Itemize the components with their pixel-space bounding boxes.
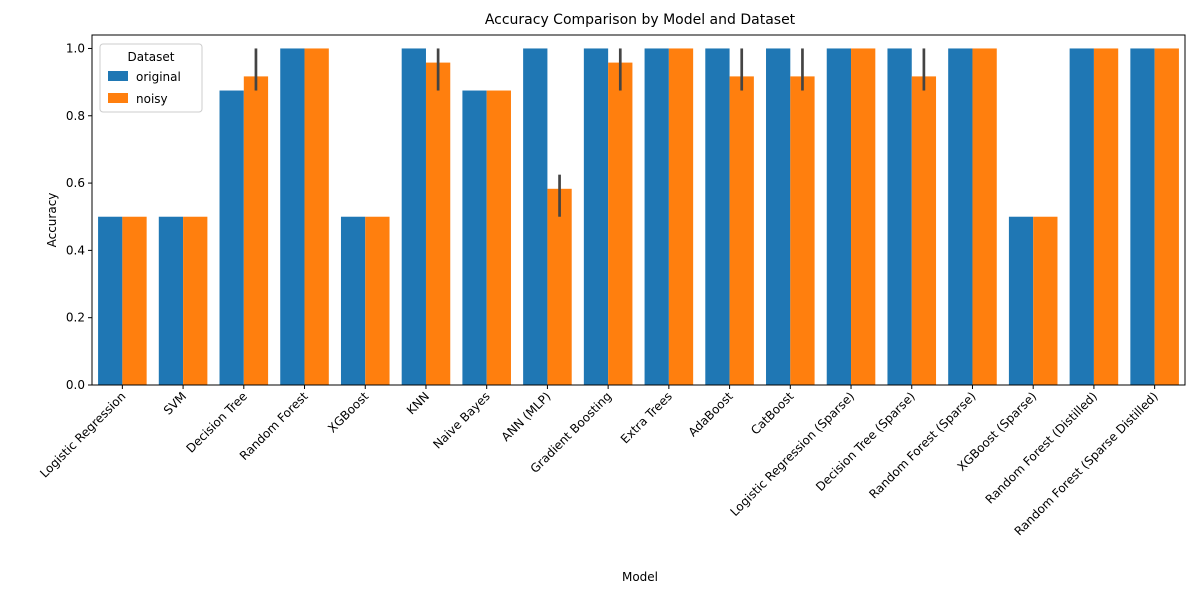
x-tick-label-0: Logistic Regression <box>37 389 128 480</box>
y-tick-label-4: 0.8 <box>66 109 85 123</box>
x-tick-label-14: Random Forest (Sparse) <box>866 389 978 501</box>
chart-title: Accuracy Comparison by Model and Dataset <box>485 12 796 28</box>
bar-original-5 <box>401 48 426 385</box>
x-tick-label-12: Logistic Regression (Sparse) <box>727 389 857 519</box>
bar-original-0 <box>98 216 123 385</box>
bar-noisy-12 <box>851 48 876 385</box>
x-tick-label-1: SVM <box>161 389 189 417</box>
x-tick-label-6: Naive Bayes <box>430 389 492 451</box>
legend-swatch-original <box>108 71 128 81</box>
bar-noisy-16 <box>1093 48 1119 385</box>
x-tick-label-2: Decision Tree <box>184 389 250 455</box>
bar-original-8 <box>583 48 609 385</box>
x-tick-label-16: Random Forest (Distilled) <box>983 389 1100 506</box>
bar-original-9 <box>644 48 669 385</box>
x-tick-label-13: Decision Tree (Sparse) <box>813 389 918 494</box>
bar-noisy-11 <box>790 76 815 386</box>
bar-original-7 <box>523 48 548 385</box>
y-tick-label-1: 0.2 <box>66 311 85 325</box>
y-tick-label-5: 1.0 <box>66 41 85 55</box>
x-tick-label-11: CatBoost <box>748 389 797 438</box>
bar-noisy-13 <box>911 76 937 386</box>
bar-noisy-14 <box>972 48 997 385</box>
bar-original-10 <box>705 48 730 385</box>
bar-noisy-15 <box>1033 216 1058 385</box>
x-tick-label-5: KNN <box>404 389 432 417</box>
x-tick-label-4: XGBoost <box>325 389 371 435</box>
bar-noisy-1 <box>183 216 208 385</box>
bar-noisy-17 <box>1154 48 1179 385</box>
y-tick-label-3: 0.6 <box>66 176 85 190</box>
bar-noisy-6 <box>486 90 511 386</box>
legend: Dataset original noisy <box>99 43 203 113</box>
bar-original-14 <box>948 48 973 385</box>
bar-original-1 <box>158 216 184 385</box>
bar-original-3 <box>280 48 305 385</box>
bar-original-17 <box>1130 48 1155 385</box>
legend-label-noisy: noisy <box>136 92 168 106</box>
bar-original-11 <box>766 48 791 385</box>
bar-noisy-4 <box>365 216 390 385</box>
legend-swatch-noisy <box>108 93 128 103</box>
bar-noisy-5 <box>425 62 451 385</box>
bar-noisy-0 <box>122 216 147 385</box>
bar-original-6 <box>462 90 487 386</box>
bar-noisy-8 <box>608 62 633 385</box>
y-axis-label: Accuracy <box>45 193 59 248</box>
x-tick-label-7: ANN (MLP) <box>499 389 554 444</box>
bar-original-12 <box>826 48 852 385</box>
bar-noisy-3 <box>304 48 329 385</box>
y-tick-label-2: 0.4 <box>66 243 85 257</box>
bar-original-4 <box>340 216 366 385</box>
x-tick-label-10: AdaBoost <box>686 389 736 439</box>
x-axis-label: Model <box>622 570 658 584</box>
bar-original-2 <box>219 90 244 386</box>
bar-noisy-10 <box>729 76 754 386</box>
x-tick-label-9: Extra Trees <box>618 389 675 446</box>
error-bars-group <box>254 48 926 217</box>
y-tick-label-0: 0.0 <box>66 378 85 392</box>
legend-title: Dataset <box>128 50 175 64</box>
bar-noisy-9 <box>668 48 694 385</box>
bar-original-13 <box>887 48 912 385</box>
plot-frame <box>91 34 1186 386</box>
bar-noisy-7 <box>547 188 572 385</box>
y-axis: 0.0 0.2 0.4 0.6 0.8 1.0 <box>66 41 92 392</box>
bar-noisy-2 <box>243 76 269 386</box>
bar-original-15 <box>1008 216 1034 385</box>
bars-group <box>98 48 1179 386</box>
legend-label-original: original <box>136 70 181 84</box>
bar-original-16 <box>1069 48 1094 385</box>
